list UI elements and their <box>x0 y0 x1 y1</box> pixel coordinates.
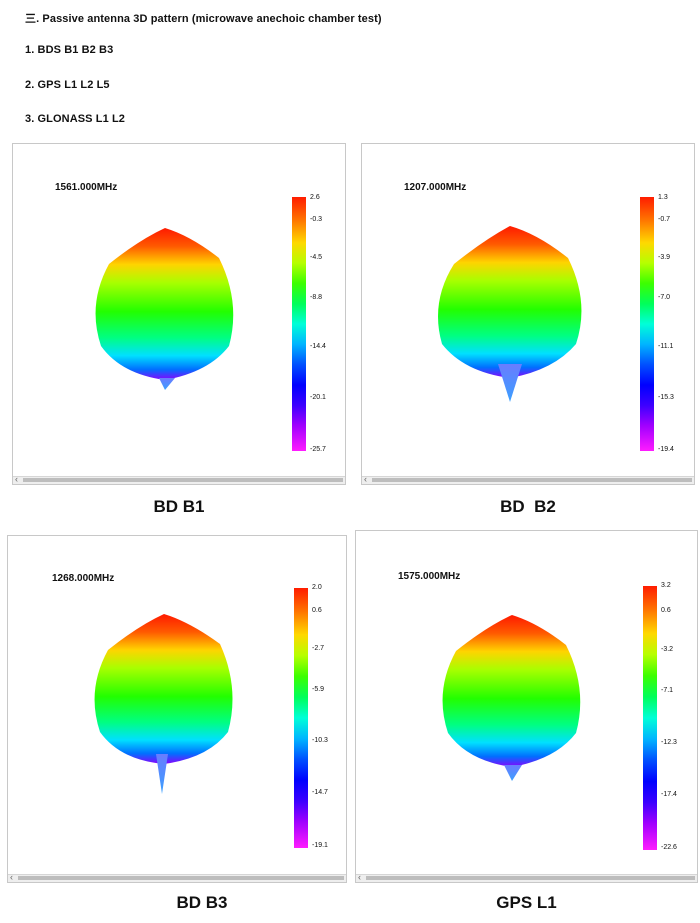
scale-tick: -12.3 <box>661 739 677 746</box>
scale-tick: -19.1 <box>312 842 328 849</box>
caption-bd-b2: BD B2 <box>500 497 556 516</box>
scale-tick: -10.3 <box>312 737 328 744</box>
list-item-gps: 2. GPS L1 L2 L5 <box>25 79 110 91</box>
scale-tick: -20.1 <box>310 394 326 401</box>
scale-tick: -11.1 <box>658 343 674 350</box>
radiation-pattern-3d <box>94 614 233 794</box>
scale-tick: -2.7 <box>312 645 325 652</box>
radiation-pattern-3d <box>442 615 581 781</box>
horizontal-scrollbar[interactable]: ‹ <box>13 474 345 484</box>
radiation-pattern-3d <box>95 228 234 390</box>
scale-tick: -14.4 <box>310 343 326 350</box>
horizontal-scrollbar[interactable]: ‹ <box>356 872 697 882</box>
scale-tick: 1.3 <box>658 194 668 201</box>
scale-tick: -3.2 <box>661 646 674 653</box>
pattern-panel-bd-b3: 1268.000MHz 2.0 0.6 -2.7 -5.9 -10.3 -14.… <box>7 535 347 883</box>
scale-tick: 0.6 <box>661 607 671 614</box>
scale-tick: -0.3 <box>310 216 323 223</box>
caption-gps-l1: GPS L1 <box>496 893 557 912</box>
frequency-label: 1575.000MHz <box>398 571 461 582</box>
scale-tick: -22.6 <box>661 844 677 851</box>
scroll-left-icon[interactable]: ‹ <box>15 474 18 484</box>
horizontal-scrollbar[interactable]: ‹ <box>362 474 694 484</box>
scale-tick: -5.9 <box>312 686 325 693</box>
scale-tick: -7.1 <box>661 687 674 694</box>
frequency-label: 1207.000MHz <box>404 182 467 193</box>
color-scale-bar <box>643 586 657 850</box>
color-scale-bar <box>640 197 654 451</box>
frequency-label: 1268.000MHz <box>52 573 115 584</box>
list-item-glonass: 3. GLONASS L1 L2 <box>25 113 126 125</box>
scroll-left-icon[interactable]: ‹ <box>10 872 13 882</box>
scale-tick: -14.7 <box>312 789 328 796</box>
scroll-left-icon[interactable]: ‹ <box>364 474 367 484</box>
scroll-left-icon[interactable]: ‹ <box>358 872 361 882</box>
pattern-panel-bd-b2: 1207.000MHz 1.3 -0.7 -3.9 -7.0 -11.1 -15… <box>361 143 695 485</box>
scale-tick: -7.0 <box>658 294 671 301</box>
color-scale-bar <box>292 197 306 451</box>
radiation-pattern-3d <box>438 226 582 402</box>
list-item-bds: 1. BDS B1 B2 B3 <box>25 44 114 56</box>
pattern-panel-bd-b1: 1561.000MHz 2.6 -0.3 -4.5 -8.8 -14.4 -20… <box>12 143 346 485</box>
scale-tick: -4.5 <box>310 254 323 261</box>
scale-tick: -15.3 <box>658 394 674 401</box>
scale-tick: 2.6 <box>310 194 320 201</box>
color-scale-bar <box>294 588 308 848</box>
scale-tick: 3.2 <box>661 582 671 589</box>
scale-tick: -19.4 <box>658 446 674 453</box>
page-title: 三. Passive antenna 3D pattern (microwave… <box>25 13 382 25</box>
scale-tick: -0.7 <box>658 216 671 223</box>
frequency-label: 1561.000MHz <box>55 182 118 193</box>
scale-tick: -3.9 <box>658 254 671 261</box>
scale-tick: 2.0 <box>312 584 322 591</box>
scale-tick: -17.4 <box>661 791 677 798</box>
caption-bd-b3: BD B3 <box>176 893 228 912</box>
scale-tick: -25.7 <box>310 446 326 453</box>
caption-bd-b1: BD B1 <box>153 497 205 516</box>
scale-tick: -8.8 <box>310 294 323 301</box>
horizontal-scrollbar[interactable]: ‹ <box>8 872 346 882</box>
pattern-panel-gps-l1: 1575.000MHz 3.2 0.6 -3.2 -7.1 -12.3 -17.… <box>355 530 698 883</box>
scale-tick: 0.6 <box>312 607 322 614</box>
